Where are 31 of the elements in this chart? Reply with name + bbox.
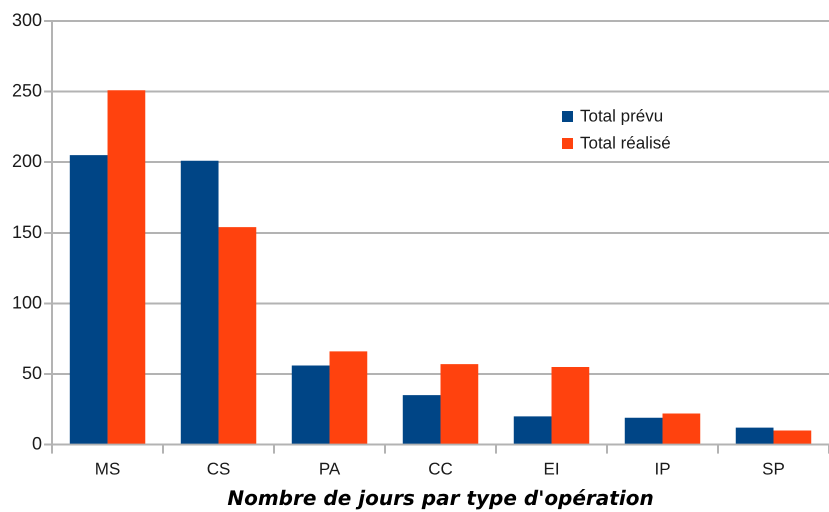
y-tick-label: 250 xyxy=(12,80,42,101)
bar xyxy=(108,90,146,444)
bar xyxy=(736,428,774,444)
y-tick-label: 200 xyxy=(12,151,42,172)
y-tick-label: 0 xyxy=(32,434,42,454)
y-tick-label: 150 xyxy=(12,222,42,242)
bar xyxy=(662,414,700,444)
bar xyxy=(440,364,478,444)
bar xyxy=(552,366,590,444)
bar xyxy=(514,416,552,444)
bar xyxy=(70,155,108,444)
bar xyxy=(402,395,441,444)
bar xyxy=(180,160,219,444)
bar xyxy=(330,351,368,444)
y-tick-label: 100 xyxy=(12,292,42,312)
x-tick-label: MS xyxy=(94,459,120,478)
x-tick-label: IP xyxy=(654,459,671,478)
bar xyxy=(218,227,256,444)
legend-label: Total réalisé xyxy=(580,134,671,153)
bar xyxy=(624,418,663,444)
x-tick-label: CS xyxy=(206,459,230,478)
x-tick-label: EI xyxy=(543,459,560,478)
x-tick-label: PA xyxy=(318,459,341,478)
x-axis-title: Nombre de jours par type d'opération xyxy=(227,486,654,510)
y-tick-label: 300 xyxy=(12,10,42,30)
legend-label: Total prévu xyxy=(580,106,664,126)
x-tick-label: CC xyxy=(428,459,453,478)
y-tick-label: 50 xyxy=(22,362,42,383)
bar xyxy=(292,366,330,444)
bar xyxy=(774,430,812,444)
x-tick-label: SP xyxy=(762,459,785,478)
